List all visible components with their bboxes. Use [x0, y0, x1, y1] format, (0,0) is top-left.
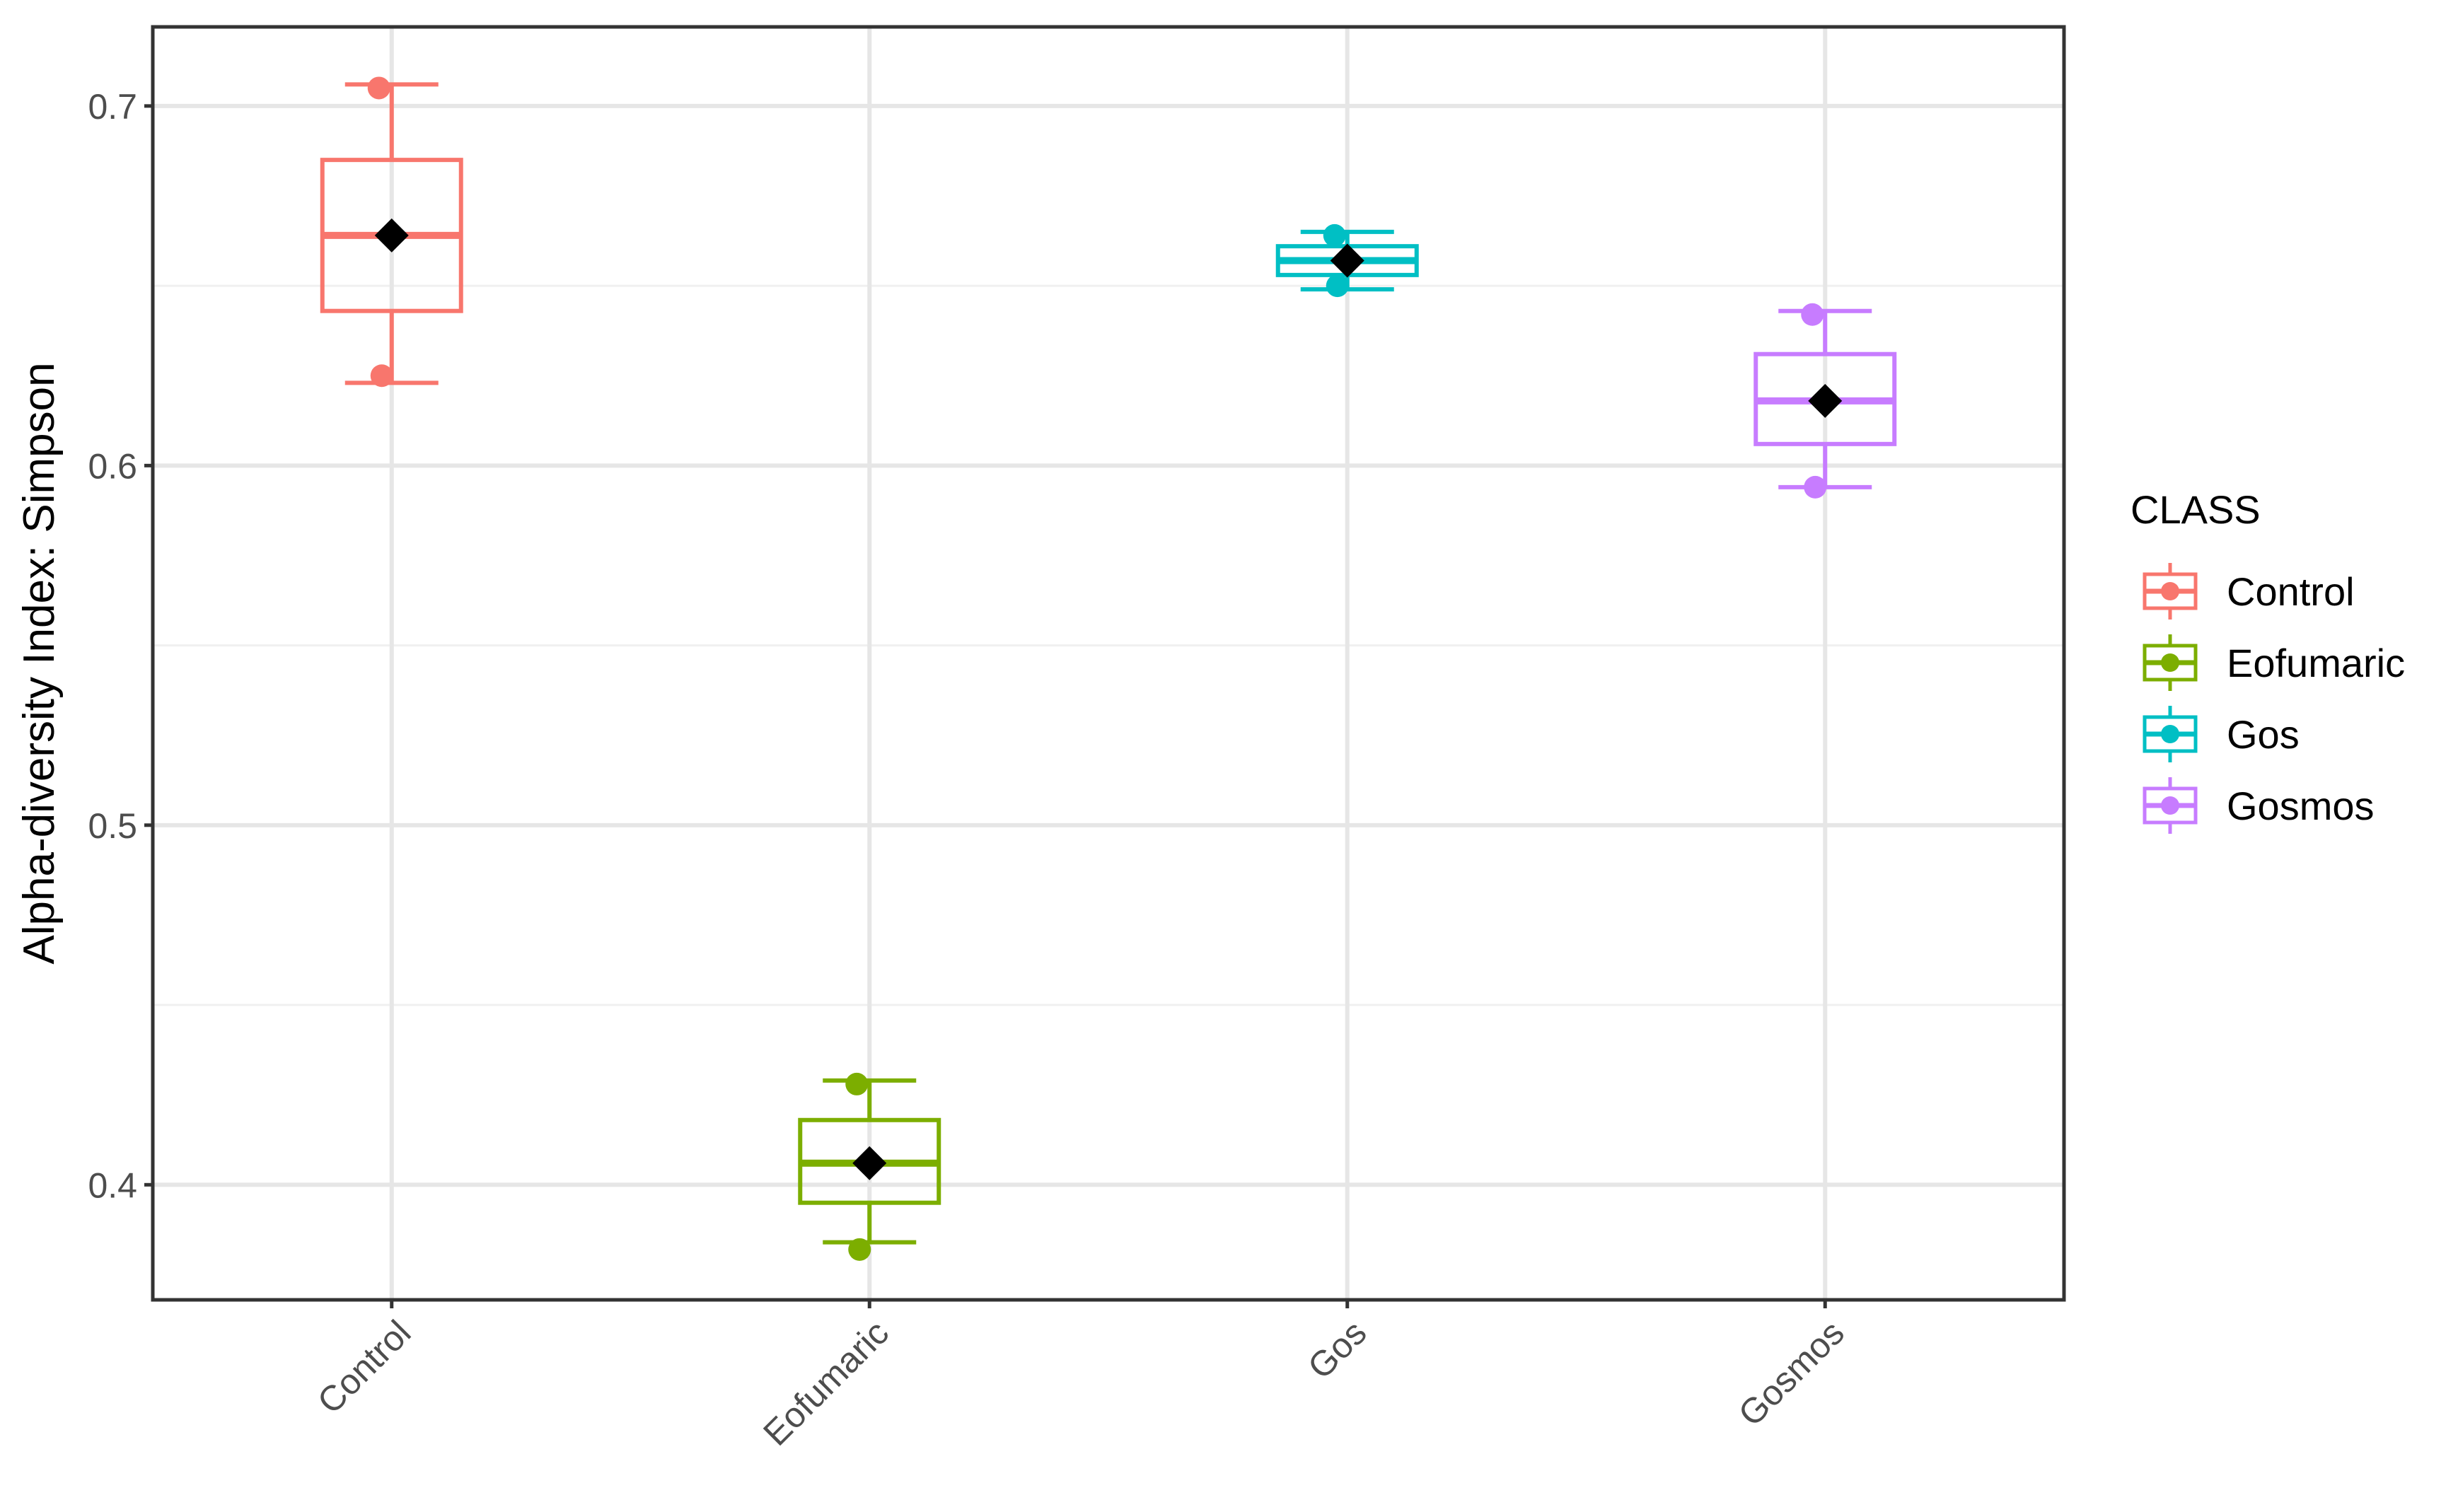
legend-item-eofumaric: Eofumaric — [2143, 634, 2405, 691]
data-point — [370, 364, 393, 388]
mean-marker — [1808, 383, 1843, 418]
y-tick-label: 0.7 — [88, 87, 137, 127]
data-point — [1801, 303, 1824, 326]
data-point — [1804, 475, 1827, 499]
legend: CLASS Control Eofumaric Gos Gosmos — [2131, 487, 2405, 834]
legend-key-point — [2161, 725, 2179, 743]
mean-marker — [1330, 243, 1364, 278]
y-tick-label: 0.6 — [88, 446, 137, 486]
legend-item-gosmos: Gosmos — [2143, 777, 2375, 834]
box-eofumaric — [798, 1072, 941, 1261]
legend-label: Gos — [2227, 712, 2300, 757]
legend-item-control: Control — [2143, 563, 2355, 620]
legend-label: Gosmos — [2227, 784, 2375, 828]
y-axis-title: Alpha-diversity Index: Simpson — [15, 362, 64, 964]
legend-label: Control — [2227, 569, 2355, 614]
data-point — [1323, 223, 1346, 247]
data-point — [848, 1238, 871, 1261]
mean-marker — [852, 1146, 887, 1180]
box-gosmos — [1753, 303, 1897, 499]
legend-key-point — [2161, 582, 2179, 600]
plot-panel-border — [151, 25, 2066, 1302]
data-point — [367, 76, 390, 100]
legend-label: Eofumaric — [2227, 641, 2405, 685]
legend-title: CLASS — [2131, 487, 2261, 532]
data-point — [845, 1072, 869, 1095]
box-control — [320, 76, 463, 388]
legend-key-point — [2161, 796, 2179, 815]
mean-marker — [374, 218, 409, 252]
box-gos — [1275, 223, 1419, 298]
y-tick-label: 0.4 — [88, 1165, 137, 1205]
legend-item-gos: Gos — [2143, 706, 2300, 762]
legend-key-point — [2161, 653, 2179, 672]
data-point — [1326, 274, 1349, 298]
box-layer — [320, 76, 1897, 1261]
y-tick-label: 0.5 — [88, 806, 137, 846]
